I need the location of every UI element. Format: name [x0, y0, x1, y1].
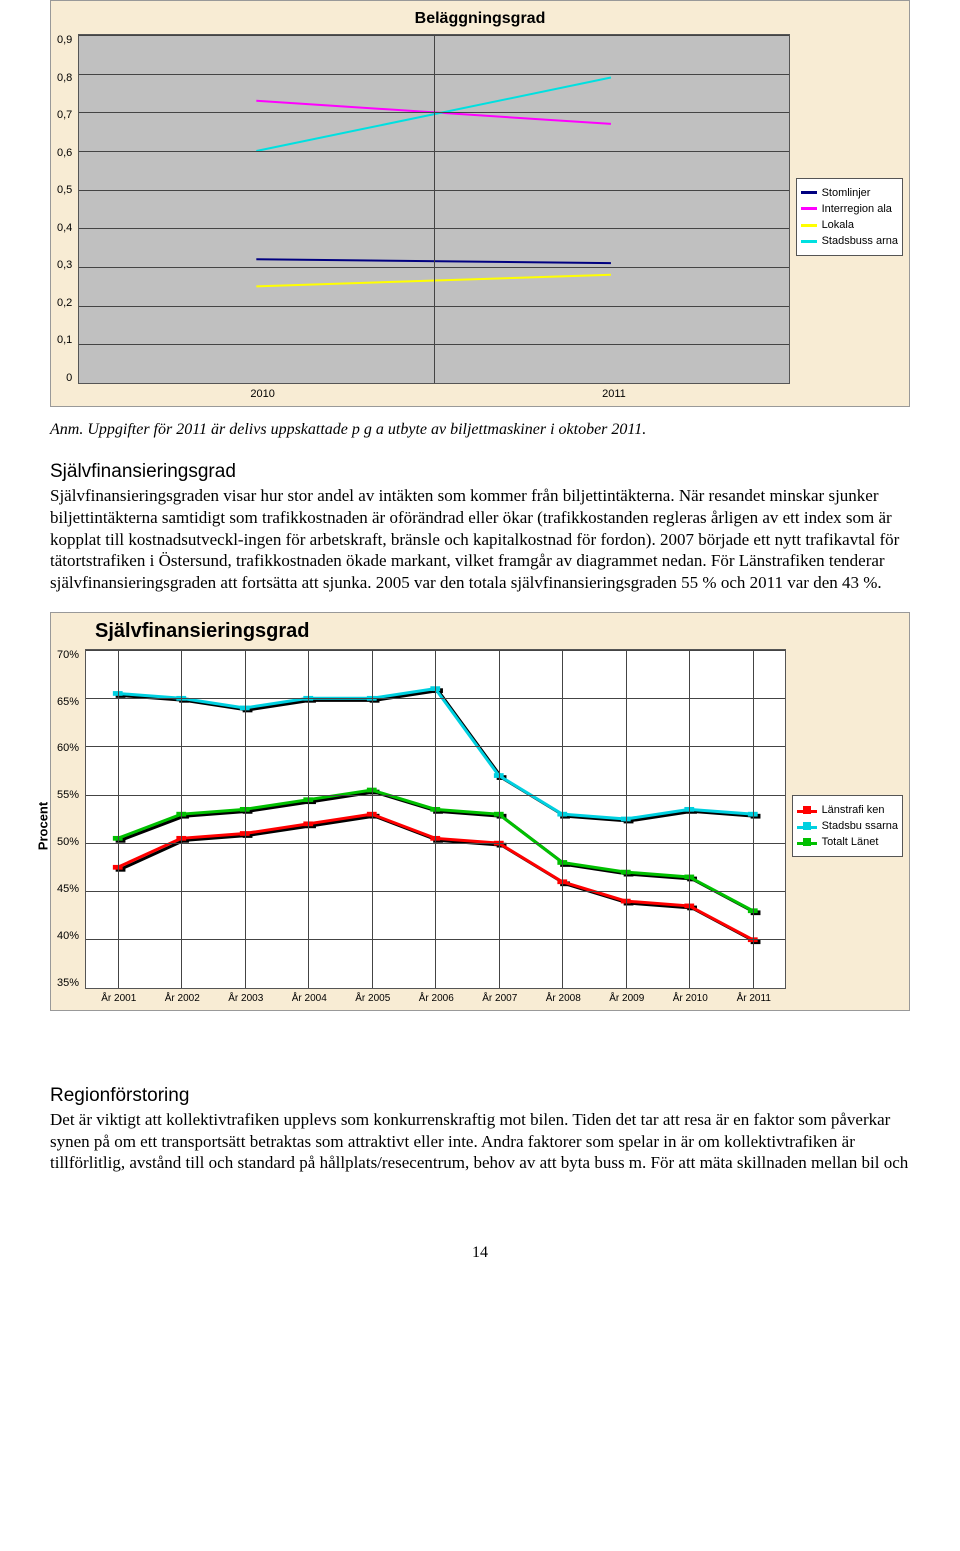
chart2-y-axis: 70% 65% 60% 55% 50% 45% 40% 35% [57, 649, 85, 989]
legend-item: Totalt Länet [797, 836, 898, 848]
legend-label: Stadsbuss arna [822, 235, 898, 247]
section-sjalvfinansieringsgrad-title: Självfinansieringsgrad [50, 461, 910, 483]
chart1-caption: Anm. Uppgifter för 2011 är delivs uppska… [50, 421, 910, 439]
legend-label: Stadsbu ssarna [822, 820, 898, 832]
ytick: 0,3 [57, 259, 72, 271]
ytick: 40% [57, 930, 79, 942]
legend-item: Lokala [801, 219, 898, 231]
legend-item: Stomlinjer [801, 187, 898, 199]
ytick: 0,2 [57, 297, 72, 309]
legend-swatch [801, 191, 817, 194]
legend-label: Interregion ala [822, 203, 892, 215]
chart-belaggningsgrad: Beläggningsgrad 0,9 0,8 0,7 0,6 0,5 0,4 … [50, 0, 910, 407]
legend-label: Totalt Länet [822, 836, 879, 848]
ytick: 0,7 [57, 109, 72, 121]
xtick: År 2006 [405, 993, 469, 1004]
xtick: År 2005 [341, 993, 405, 1004]
ytick: 55% [57, 789, 79, 801]
xtick: År 2007 [468, 993, 532, 1004]
ytick: 0,4 [57, 222, 72, 234]
chart1-title: Beläggningsgrad [57, 6, 903, 34]
legend-item: Stadsbuss arna [801, 235, 898, 247]
page-number: 14 [50, 1244, 910, 1262]
xtick: År 2011 [722, 993, 786, 1004]
xtick: År 2003 [214, 993, 278, 1004]
ytick: 0 [57, 372, 72, 384]
legend-swatch [801, 224, 817, 227]
xtick: År 2001 [87, 993, 151, 1004]
xtick: År 2004 [278, 993, 342, 1004]
ytick: 0,9 [57, 34, 72, 46]
xtick: År 2009 [595, 993, 659, 1004]
ytick: 65% [57, 696, 79, 708]
chart1-legend: Stomlinjer Interregion ala Lokala Stadsb… [796, 178, 903, 256]
legend-label: Stomlinjer [822, 187, 871, 199]
section-regionforstoring-body: Det är viktigt att kollektivtrafiken upp… [50, 1109, 910, 1174]
chart-sjalvfinansieringsgrad: Självfinansieringsgrad Procent 70% 65% 6… [50, 612, 910, 1011]
legend-swatch [801, 207, 817, 210]
legend-item: Interregion ala [801, 203, 898, 215]
chart2-plot-area [85, 649, 786, 989]
xtick: År 2010 [659, 993, 723, 1004]
chart2-title: Självfinansieringsgrad [57, 618, 903, 649]
ytick: 45% [57, 883, 79, 895]
xtick: 2010 [87, 388, 438, 400]
xtick: År 2002 [151, 993, 215, 1004]
chart2-legend: Länstrafi ken Stadsbu ssarna Totalt Läne… [792, 795, 903, 857]
chart1-y-axis: 0,9 0,8 0,7 0,6 0,5 0,4 0,3 0,2 0,1 0 [57, 34, 78, 384]
ytick: 35% [57, 977, 79, 989]
legend-item: Länstrafi ken [797, 804, 898, 816]
ytick: 60% [57, 742, 79, 754]
legend-label: Lokala [822, 219, 854, 231]
chart1-plot-area [78, 34, 789, 384]
legend-swatch [801, 240, 817, 243]
legend-item: Stadsbu ssarna [797, 820, 898, 832]
ytick: 0,1 [57, 334, 72, 346]
chart2-y-label: Procent [36, 802, 51, 850]
ytick: 70% [57, 649, 79, 661]
chart2-x-axis: År 2001 År 2002 År 2003 År 2004 År 2005 … [57, 993, 786, 1004]
xtick: 2011 [438, 388, 789, 400]
xtick: År 2008 [532, 993, 596, 1004]
section-sjalvfinansieringsgrad-body: Självfinansieringsgraden visar hur stor … [50, 485, 910, 594]
legend-label: Länstrafi ken [822, 804, 885, 816]
section-regionforstoring-title: Regionförstoring [50, 1085, 910, 1107]
ytick: 0,5 [57, 184, 72, 196]
ytick: 0,8 [57, 72, 72, 84]
ytick: 0,6 [57, 147, 72, 159]
chart1-x-axis: 2010 2011 [57, 388, 790, 400]
ytick: 50% [57, 836, 79, 848]
